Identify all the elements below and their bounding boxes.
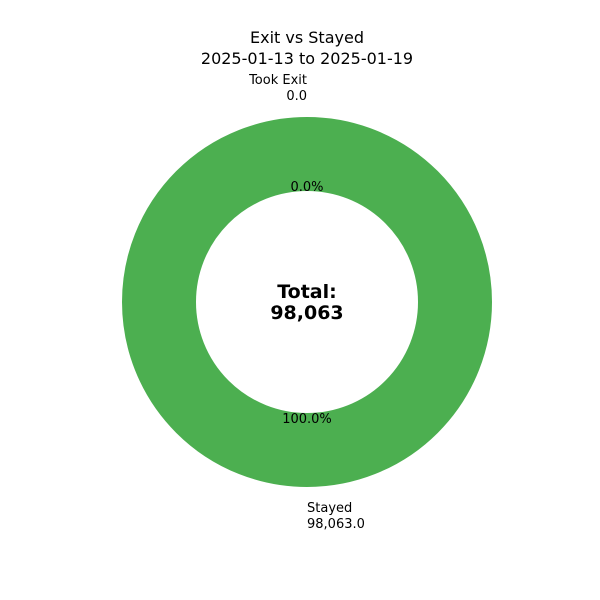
- pie-slices: [122, 117, 492, 487]
- percent-labels: 0.0% 100.0%: [282, 180, 332, 427]
- slice-category-stayed: Stayed: [307, 501, 352, 516]
- percent-label-stayed: 100.0%: [282, 412, 332, 427]
- slice-stayed: [122, 117, 492, 487]
- slice-value-stayed: 98,063.0: [307, 517, 365, 532]
- slice-label-stayed: Stayed 98,063.0: [307, 501, 365, 532]
- slice-label-took-exit: Took Exit 0.0: [248, 73, 307, 104]
- center-total-label: Total:: [277, 281, 337, 303]
- slice-category-took-exit: Took Exit: [248, 73, 307, 88]
- slice-labels: Took Exit 0.0 Stayed 98,063.0: [248, 73, 365, 532]
- slice-value-took-exit: 0.0: [286, 89, 307, 104]
- center-total-value: 98,063: [270, 302, 343, 324]
- chart-subtitle: 2025-01-13 to 2025-01-19: [201, 49, 413, 68]
- percent-label-took-exit: 0.0%: [290, 180, 323, 195]
- chart-title: Exit vs Stayed: [250, 28, 364, 47]
